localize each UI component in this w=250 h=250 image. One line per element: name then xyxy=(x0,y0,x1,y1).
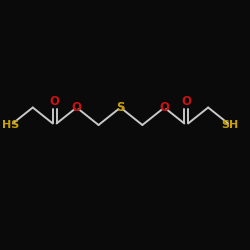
Text: O: O xyxy=(50,95,60,108)
Text: HS: HS xyxy=(2,120,20,130)
Text: S: S xyxy=(116,101,125,114)
Text: O: O xyxy=(72,101,82,114)
Text: O: O xyxy=(159,101,169,114)
Text: O: O xyxy=(181,95,191,108)
Text: SH: SH xyxy=(222,120,239,130)
